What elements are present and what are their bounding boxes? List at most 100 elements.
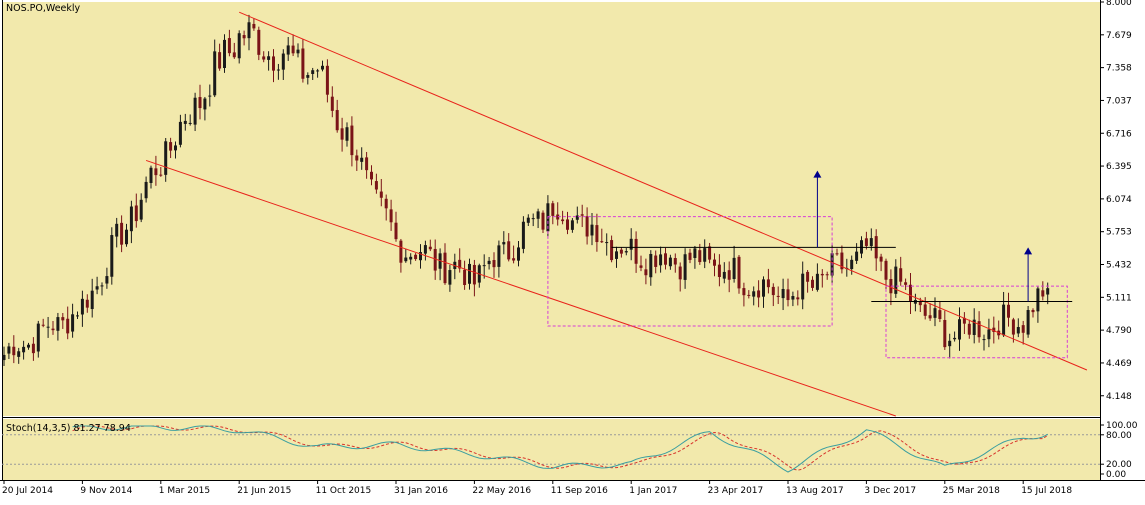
candle-body bbox=[169, 142, 173, 151]
candle-body bbox=[22, 346, 26, 353]
candle-body bbox=[134, 205, 138, 222]
candle-body bbox=[595, 225, 599, 243]
oscillator-title: Stoch(14,3,5) 81.27 78.94 bbox=[6, 423, 131, 434]
time-tick-label: 21 Jun 2015 bbox=[237, 486, 291, 496]
candle-body bbox=[154, 168, 158, 176]
candle-body bbox=[193, 97, 197, 125]
candle-body bbox=[374, 181, 378, 190]
candle-body bbox=[629, 238, 633, 250]
candle-body bbox=[590, 224, 594, 236]
candle-body bbox=[923, 304, 927, 316]
candle-body bbox=[982, 339, 986, 341]
candle-body bbox=[272, 56, 275, 71]
candle-body bbox=[605, 242, 609, 244]
candle-body bbox=[673, 258, 677, 265]
candle-body bbox=[2, 354, 6, 361]
candle-body bbox=[835, 253, 839, 255]
candle-body bbox=[727, 270, 731, 280]
candle-body bbox=[335, 110, 339, 131]
candle-body bbox=[683, 254, 687, 280]
candle-body bbox=[566, 219, 569, 230]
time-tick-label: 1 Mar 2015 bbox=[159, 486, 210, 496]
candle-body bbox=[345, 127, 349, 141]
price-tick-label: 5.432 bbox=[1106, 261, 1132, 271]
candle-body bbox=[105, 276, 109, 284]
candle-body bbox=[864, 238, 868, 246]
candle-body bbox=[276, 69, 280, 71]
candle-body bbox=[649, 253, 653, 278]
candle-body bbox=[330, 96, 334, 111]
candle-body bbox=[80, 298, 84, 315]
stoch-main-line bbox=[72, 425, 1048, 473]
candle-body bbox=[497, 245, 501, 267]
main-plot-area bbox=[2, 2, 1100, 416]
candle-body bbox=[722, 271, 726, 279]
price-tick-label: 6.074 bbox=[1106, 195, 1132, 205]
candle-body bbox=[796, 297, 800, 300]
candle-body bbox=[708, 246, 712, 260]
time-tick-label: 25 Mar 2018 bbox=[943, 486, 1000, 496]
candle-body bbox=[203, 98, 207, 110]
time-tick-label: 11 Oct 2015 bbox=[316, 486, 372, 496]
candle-body bbox=[188, 122, 192, 124]
candle-body bbox=[884, 260, 888, 280]
time-tick-label: 22 May 2016 bbox=[472, 486, 531, 496]
candle-body bbox=[600, 241, 604, 243]
candle-body bbox=[76, 315, 79, 317]
candle-body bbox=[433, 248, 437, 271]
stoch-tick-label: 80.00 bbox=[1106, 431, 1132, 441]
stochastic-layer bbox=[72, 425, 1048, 473]
candle-body bbox=[384, 198, 388, 209]
candle-body bbox=[262, 56, 266, 60]
candle-body bbox=[668, 257, 672, 267]
stoch-tick-label: 100.00 bbox=[1106, 421, 1138, 431]
candle-body bbox=[512, 258, 516, 261]
candle-body bbox=[178, 121, 182, 145]
candle-body bbox=[286, 45, 290, 55]
time-tick-label: 1 Jan 2017 bbox=[629, 486, 677, 496]
candle-body bbox=[737, 256, 741, 289]
candle-body bbox=[428, 246, 432, 250]
candle-body bbox=[242, 35, 246, 39]
candle-body bbox=[771, 286, 775, 296]
price-tick-label: 7.358 bbox=[1106, 64, 1132, 74]
channel-lower-line bbox=[145, 159, 896, 417]
candle-body bbox=[350, 125, 354, 156]
candle-body bbox=[355, 155, 359, 161]
stoch-signal-line bbox=[72, 425, 1048, 471]
candle-body bbox=[507, 241, 511, 260]
candle-body bbox=[781, 288, 785, 299]
candle-body bbox=[443, 252, 447, 284]
candle-body bbox=[365, 157, 369, 171]
candle-body bbox=[321, 65, 324, 70]
candle-body bbox=[281, 53, 285, 70]
candle-body bbox=[90, 290, 94, 310]
oscillator-plot-area bbox=[2, 419, 1100, 480]
candle-body bbox=[619, 249, 623, 254]
time-axis: 20 Jul 2014 9 Nov 2014 1 Mar 2015 21 Jun 20… bbox=[2, 480, 1072, 496]
candle-body bbox=[399, 240, 403, 263]
candle-body bbox=[41, 324, 45, 326]
candle-body bbox=[820, 273, 824, 276]
candle-body bbox=[183, 120, 187, 124]
candle-body bbox=[1026, 310, 1030, 335]
candle-body bbox=[521, 221, 525, 249]
stoch-level-lines bbox=[2, 434, 1100, 465]
candle-body bbox=[801, 273, 805, 300]
candle-body bbox=[174, 145, 177, 151]
candle-body bbox=[227, 38, 231, 54]
candle-body bbox=[918, 301, 922, 306]
candle-body bbox=[987, 329, 991, 340]
time-tick-label: 31 Jan 2016 bbox=[394, 486, 448, 496]
candle-body bbox=[1016, 327, 1020, 334]
candle-body bbox=[267, 56, 271, 60]
candle-body bbox=[825, 274, 829, 276]
candle-body bbox=[953, 337, 957, 340]
candle-body bbox=[977, 321, 981, 338]
candle-body bbox=[311, 70, 315, 74]
candle-body bbox=[306, 75, 310, 78]
candle-body bbox=[36, 323, 40, 352]
price-tick-label: 5.111 bbox=[1106, 293, 1132, 303]
candle-body bbox=[624, 251, 628, 253]
candle-body bbox=[17, 351, 21, 357]
